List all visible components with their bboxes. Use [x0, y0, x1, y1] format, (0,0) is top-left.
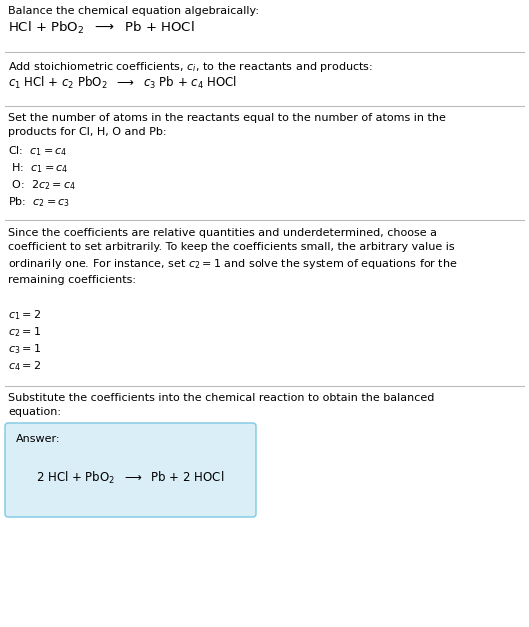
Text: $c_3 = 1$: $c_3 = 1$ — [8, 342, 41, 356]
Text: $c_2 = 1$: $c_2 = 1$ — [8, 325, 41, 339]
Text: Add stoichiometric coefficients, $c_i$, to the reactants and products:: Add stoichiometric coefficients, $c_i$, … — [8, 60, 373, 74]
Text: O:  $2 c_2 = c_4$: O: $2 c_2 = c_4$ — [8, 178, 76, 192]
Text: Pb:  $c_2 = c_3$: Pb: $c_2 = c_3$ — [8, 195, 70, 209]
Text: $c_1$ HCl + $c_2$ PbO$_2$  $\longrightarrow$  $c_3$ Pb + $c_4$ HOCl: $c_1$ HCl + $c_2$ PbO$_2$ $\longrightarr… — [8, 75, 237, 91]
Text: HCl + PbO$_2$  $\longrightarrow$  Pb + HOCl: HCl + PbO$_2$ $\longrightarrow$ Pb + HOC… — [8, 20, 195, 36]
Text: Balance the chemical equation algebraically:: Balance the chemical equation algebraica… — [8, 6, 259, 16]
Text: Substitute the coefficients into the chemical reaction to obtain the balanced
eq: Substitute the coefficients into the che… — [8, 393, 434, 417]
Text: $c_1 = 2$: $c_1 = 2$ — [8, 308, 41, 322]
Text: $c_4 = 2$: $c_4 = 2$ — [8, 359, 41, 373]
Text: Since the coefficients are relative quantities and underdetermined, choose a
coe: Since the coefficients are relative quan… — [8, 228, 458, 285]
Text: H:  $c_1 = c_4$: H: $c_1 = c_4$ — [8, 161, 68, 175]
Text: Set the number of atoms in the reactants equal to the number of atoms in the
pro: Set the number of atoms in the reactants… — [8, 113, 446, 137]
Text: Answer:: Answer: — [16, 434, 60, 444]
FancyBboxPatch shape — [5, 423, 256, 517]
Text: 2 HCl + PbO$_2$  $\longrightarrow$  Pb + 2 HOCl: 2 HCl + PbO$_2$ $\longrightarrow$ Pb + 2… — [36, 470, 224, 486]
Text: Cl:  $c_1 = c_4$: Cl: $c_1 = c_4$ — [8, 144, 67, 158]
